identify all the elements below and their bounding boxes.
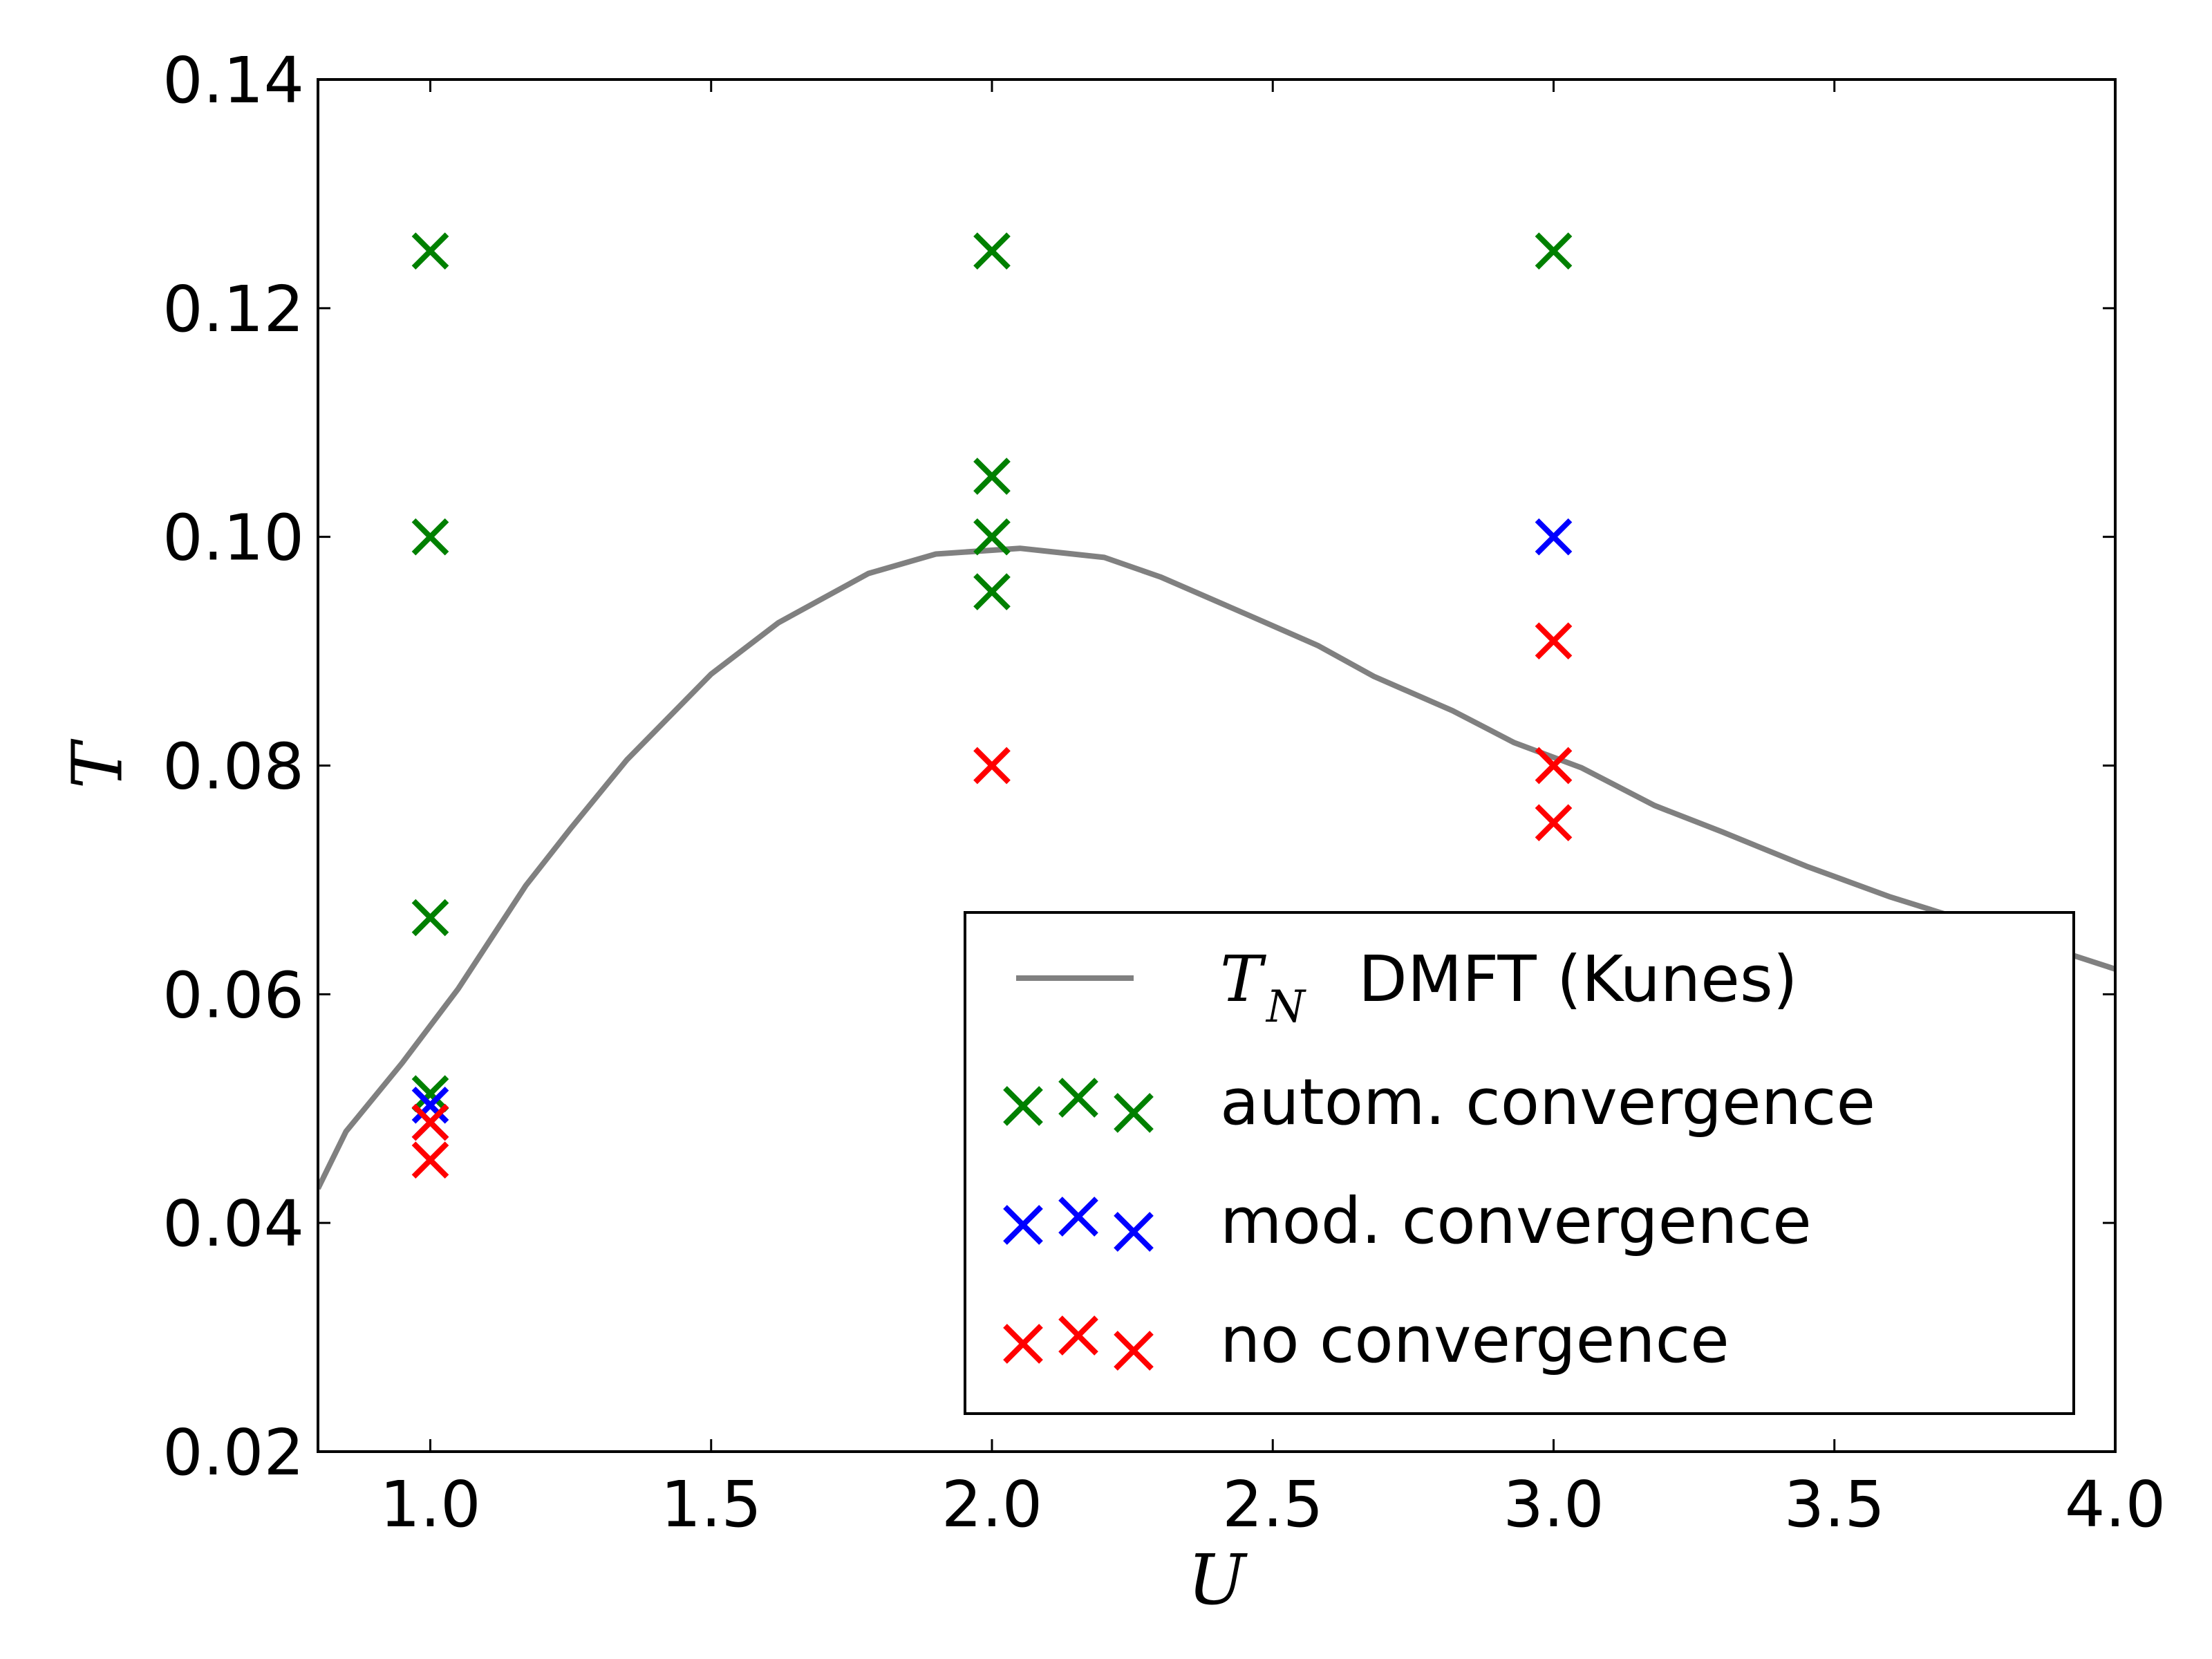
plot-area <box>318 232 2115 1190</box>
data-point-s0-5-stroke-b <box>973 458 1011 495</box>
legend-marker-s0-a <box>1003 1086 1043 1126</box>
legend-marker-s0-c <box>1114 1093 1154 1133</box>
legend-marker-s1-c <box>1114 1212 1154 1252</box>
legend-marker-s2-a <box>1003 1324 1043 1364</box>
legend-marker-s1-c-stroke-b <box>1114 1212 1154 1252</box>
legend-marker-s2-b-stroke-b <box>1058 1315 1098 1356</box>
legend-marker-s0-b-stroke-b <box>1058 1078 1098 1118</box>
data-point-s2-3 <box>1535 622 1573 660</box>
legend-line-sub: N <box>1265 982 1306 1033</box>
data-point-s0-8 <box>1535 232 1573 270</box>
data-point-s0-4 <box>973 232 1011 270</box>
data-point-s0-1-stroke-b <box>411 518 449 556</box>
data-point-s2-5-stroke-b <box>1535 804 1573 842</box>
data-point-s0-6 <box>973 518 1011 556</box>
legend: T N DMFT (Kunes) autom. convergence mod.… <box>964 911 2075 1415</box>
data-point-s2-0-stroke-b <box>411 1103 449 1141</box>
x-tick-label: 4.0 <box>2065 1468 2166 1541</box>
data-point-s0-2 <box>411 899 449 937</box>
x-tick-label: 3.5 <box>1784 1468 1885 1541</box>
legend-marker-s0-a-stroke-b <box>1003 1086 1043 1126</box>
data-point-s2-1 <box>411 1141 449 1179</box>
x-axis-label: U <box>1188 1539 1248 1620</box>
legend-marker-s1-a <box>1003 1205 1043 1245</box>
data-point-s1-2 <box>1535 518 1573 556</box>
y-tick-label: 0.08 <box>162 730 304 804</box>
data-point-s2-2-stroke-b <box>973 747 1011 785</box>
x-tick-label: 1.5 <box>661 1468 762 1541</box>
data-point-s0-8-stroke-b <box>1535 232 1573 270</box>
data-point-s0-0 <box>411 232 449 270</box>
y-tick-label: 0.10 <box>162 501 304 575</box>
x-tick-label: 3.0 <box>1503 1468 1604 1541</box>
legend-marker-s0-c-stroke-b <box>1114 1093 1154 1133</box>
data-point-s0-7-stroke-b <box>973 573 1011 610</box>
data-point-s0-6-stroke-b <box>973 518 1011 556</box>
legend-label-no: no convergence <box>1220 1303 1730 1377</box>
legend-marker-s2-c <box>1114 1331 1154 1371</box>
data-point-s2-2 <box>973 747 1011 785</box>
tn-dmft-line <box>318 545 2115 1190</box>
legend-marker-s2-c-stroke-b <box>1114 1331 1154 1371</box>
legend-marker-s2-b <box>1058 1315 1098 1356</box>
axis-ticks: 1.0 1.5 2.0 2.5 3.0 3.5 4.0 0.02 0.04 0.06 0.08 0.1… <box>162 44 2166 1541</box>
legend-markers <box>1003 1078 1154 1371</box>
legend-marker-s0-b <box>1058 1078 1098 1118</box>
data-point-s1-0-stroke-b <box>411 1086 449 1124</box>
data-point-s2-1-stroke-b <box>411 1141 449 1179</box>
data-point-s1-2-stroke-b <box>1535 518 1573 556</box>
legend-marker-s2-a-stroke-b <box>1003 1324 1043 1364</box>
data-point-s0-3 <box>411 1075 449 1113</box>
data-point-s2-0 <box>411 1103 449 1141</box>
data-point-s2-5 <box>1535 804 1573 842</box>
data-point-s2-4-stroke-b <box>1535 747 1573 785</box>
y-tick-label: 0.02 <box>162 1416 304 1490</box>
legend-marker-s1-b <box>1058 1197 1098 1237</box>
x-tick-label: 2.0 <box>941 1468 1042 1541</box>
legend-marker-s1-a-stroke-b <box>1003 1205 1043 1245</box>
legend-entry-line: T N DMFT (Kunes) <box>1016 942 1798 1033</box>
data-point-s0-0-stroke-b <box>411 232 449 270</box>
axes-frame <box>317 78 2117 1453</box>
legend-line-math: T <box>1220 942 1266 1016</box>
data-point-s0-4-stroke-b <box>973 232 1011 270</box>
data-point-s0-5 <box>973 458 1011 495</box>
legend-line-label: DMFT (Kunes) <box>1358 942 1798 1016</box>
y-tick-label: 0.04 <box>162 1187 304 1261</box>
data-point-s0-2-stroke-b <box>411 899 449 937</box>
legend-marker-s1-b-stroke-b <box>1058 1197 1098 1237</box>
x-tick-label: 1.0 <box>379 1468 480 1541</box>
x-tick-label: 2.5 <box>1222 1468 1323 1541</box>
data-point-s2-3-stroke-b <box>1535 622 1573 660</box>
legend-box <box>964 911 2075 1415</box>
data-point-s0-3-stroke-b <box>411 1075 449 1113</box>
legend-label-autom: autom. convergence <box>1220 1065 1875 1139</box>
data-point-s1-0 <box>411 1086 449 1124</box>
data-point-s0-1 <box>411 518 449 556</box>
legend-label-mod: mod. convergence <box>1220 1184 1812 1258</box>
y-tick-label: 0.06 <box>162 958 304 1032</box>
y-tick-label: 0.12 <box>162 272 304 346</box>
y-tick-label: 0.14 <box>162 44 304 118</box>
data-point-s2-4 <box>1535 747 1573 785</box>
data-point-s0-7 <box>973 573 1011 610</box>
y-axis-label: T <box>57 738 138 789</box>
